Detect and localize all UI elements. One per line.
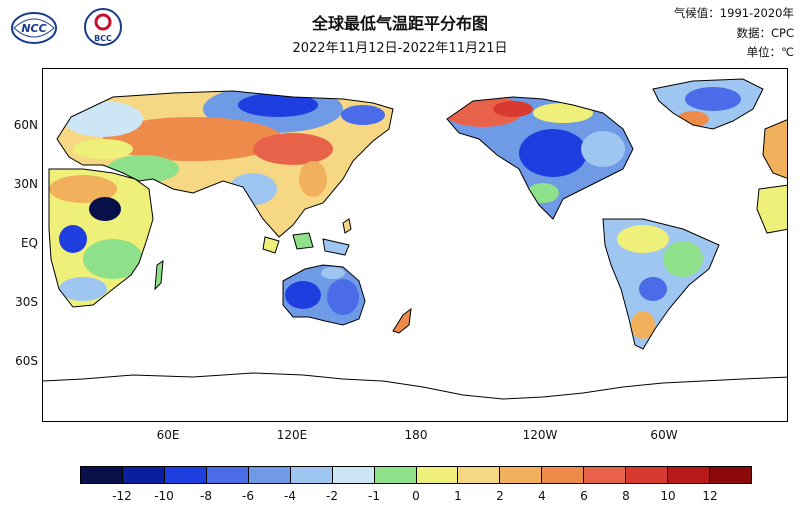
legend-label: 10 <box>660 489 676 503</box>
legend-label: 8 <box>622 489 630 503</box>
legend-swatch <box>584 467 627 483</box>
madagascar <box>154 260 164 291</box>
bcc-logo: BCC <box>84 8 122 46</box>
greenland-anomaly <box>652 78 764 130</box>
unit-note: 单位：℃ <box>746 45 794 59</box>
bcc-logo-text: BCC <box>94 34 112 43</box>
legend-label: -8 <box>200 489 212 503</box>
legend-swatch <box>248 467 291 483</box>
legend-label: 1 <box>454 489 462 503</box>
legend-label: -2 <box>326 489 338 503</box>
legend-swatch <box>374 467 417 483</box>
baseline-note: 气候值：1991-2020年 <box>673 6 794 20</box>
lon-label-120w: 120W <box>522 428 558 442</box>
ncc-logo-text: NCC <box>21 22 46 35</box>
maritime-asia <box>262 218 352 256</box>
south-america-anomaly <box>602 218 720 350</box>
lat-label-60s: 60S <box>15 354 38 368</box>
legend-label: -10 <box>154 489 174 503</box>
legend-swatch <box>81 467 123 483</box>
lat-label-60n: 60N <box>13 118 38 132</box>
legend-label: -12 <box>112 489 132 503</box>
map-title: 全球最低气温距平分布图 <box>311 14 488 33</box>
australia-anomaly <box>282 264 366 326</box>
legend-label: 12 <box>702 489 718 503</box>
legend-swatch <box>458 467 501 483</box>
lat-label-eq: EQ <box>20 236 38 250</box>
lat-label-30n: 30N <box>13 177 38 191</box>
legend-label: -4 <box>284 489 296 503</box>
legend-label: -1 <box>368 489 380 503</box>
lon-label-60w: 60W <box>650 428 678 442</box>
legend-swatch <box>290 467 333 483</box>
legend-swatch <box>668 467 711 483</box>
europe-fringe <box>762 119 787 179</box>
legend-swatch <box>710 467 751 483</box>
legend-swatch <box>416 467 459 483</box>
antarctica-coastline <box>43 372 787 400</box>
africa-fringe <box>756 184 787 234</box>
legend-label: 6 <box>580 489 588 503</box>
legend-swatch <box>542 467 585 483</box>
legend-swatch <box>626 467 669 483</box>
legend-swatch <box>500 467 543 483</box>
map-canvas <box>43 78 787 400</box>
lon-label-120e: 120E <box>276 428 308 442</box>
legend-swatch <box>332 467 375 483</box>
source-note: 数据：CPC <box>736 26 795 40</box>
ncc-logo: NCC <box>11 12 57 44</box>
africa-anomaly <box>48 168 154 308</box>
eurasia-anomaly <box>56 90 394 238</box>
legend-label: -6 <box>242 489 254 503</box>
new-zealand <box>392 307 412 334</box>
lon-label-180: 180 <box>404 428 428 442</box>
legend-label: 4 <box>538 489 546 503</box>
legend-label: 2 <box>496 489 504 503</box>
legend-swatch <box>206 467 249 483</box>
anomaly-map <box>42 68 788 422</box>
legend-label: 0 <box>412 489 420 503</box>
color-legend <box>80 466 752 484</box>
lon-label-60e: 60E <box>156 428 180 442</box>
legend-swatch <box>164 467 207 483</box>
north-america-anomaly <box>446 96 634 220</box>
lat-label-30s: 30S <box>15 295 38 309</box>
legend-swatch <box>122 467 165 483</box>
date-range: 2022年11月12日-2022年11月21日 <box>292 41 508 56</box>
